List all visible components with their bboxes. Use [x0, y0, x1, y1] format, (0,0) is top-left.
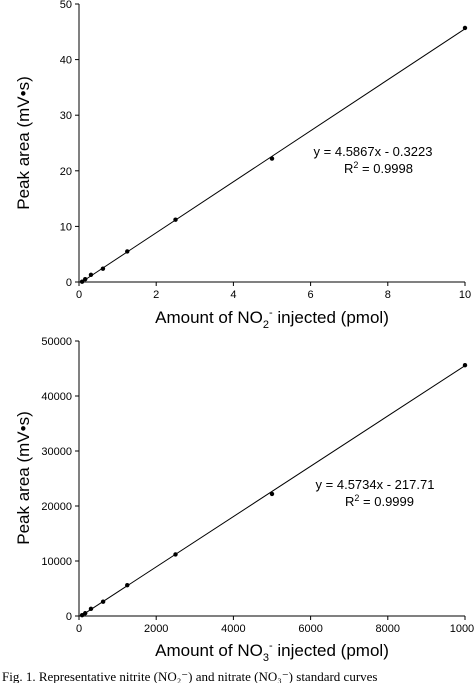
y-axis-label: Peak area (mV•s)	[14, 76, 33, 210]
regression-equation: y = 4.5734x - 217.71	[316, 477, 435, 492]
r-squared-r: R	[344, 161, 353, 176]
data-point	[82, 277, 88, 282]
regression-equation: y = 4.5867x - 0.3223	[314, 144, 433, 159]
x-axis-label-sup: -	[269, 307, 273, 319]
x-tick-label: 10000	[450, 623, 474, 635]
regression-line	[81, 365, 466, 616]
r-squared-value: = 0.9999	[359, 494, 414, 509]
x-tick-label: 0	[76, 623, 82, 635]
data-point	[100, 266, 106, 271]
x-axis-label-rest: injected (pmol)	[273, 308, 389, 327]
x-tick-label: 2000	[144, 623, 168, 635]
x-tick-label: 4	[230, 289, 236, 301]
data-point	[100, 599, 106, 604]
data-points	[79, 363, 468, 618]
x-tick-label: 10	[459, 289, 471, 301]
y-tick-label: 50000	[41, 336, 72, 348]
x-axis-label-sub: 3	[263, 652, 269, 664]
x-tick-label: 0	[76, 289, 82, 301]
x-tick-group: 0 2 4 6 8 10	[76, 282, 471, 301]
x-axis-label: Amount of NO3- injected (pmol)	[155, 640, 389, 664]
data-point	[82, 611, 88, 616]
data-point	[462, 25, 468, 31]
nitrate-standard-curve: 0 2000 4000 6000 8000 10000 0 10000 20000 30000 4…	[14, 336, 474, 664]
x-axis-label-main: Amount of NO	[155, 641, 263, 660]
x-axis-label: Amount of NO2- injected (pmol)	[155, 307, 389, 331]
x-tick-label: 6000	[298, 623, 322, 635]
data-point	[269, 156, 275, 161]
data-points	[79, 25, 468, 284]
x-axis-label-sup: -	[269, 640, 273, 652]
y-tick-label: 50	[60, 0, 72, 11]
x-axis-label-main: Amount of NO	[155, 308, 263, 327]
data-point	[269, 491, 275, 497]
y-tick-group: 0 10000 20000 30000 40000 50000	[41, 336, 79, 623]
x-tick-label: 2	[153, 289, 159, 301]
x-axis-label-rest: injected (pmol)	[273, 641, 389, 660]
regression-line	[81, 28, 466, 283]
r-squared-value: = 0.9998	[358, 161, 413, 176]
data-point	[462, 363, 468, 368]
y-tick-label: 0	[66, 277, 72, 289]
x-tick-label: 4000	[221, 623, 245, 635]
nitrite-standard-curve: 0 2 4 6 8 10 0 10 20 30 40 50 Peak area (mV•s) Amo…	[14, 0, 471, 331]
x-axis-label-sub: 2	[263, 319, 269, 331]
y-tick-label: 30000	[41, 446, 72, 458]
figure-caption: Fig. 1. Representative nitrite (NO₂⁻) an…	[2, 669, 377, 683]
y-tick-label: 10000	[41, 556, 72, 568]
x-tick-label: 6	[308, 289, 314, 301]
data-point	[88, 606, 94, 612]
y-tick-label: 0	[66, 611, 72, 623]
data-point	[125, 583, 130, 588]
x-tick-label: 8	[385, 289, 391, 301]
r-squared-label: R2 = 0.9998	[344, 160, 413, 176]
y-tick-label: 20	[60, 166, 72, 178]
r-squared-exp: 2	[354, 493, 359, 503]
r-squared-label: R2 = 0.9999	[345, 493, 414, 509]
r-squared-exp: 2	[353, 160, 358, 170]
data-point	[125, 249, 130, 254]
y-tick-label: 40	[60, 55, 72, 67]
r-squared-r: R	[345, 494, 354, 509]
y-axis-label: Peak area (mV•s)	[14, 411, 33, 545]
x-tick-group: 0 2000 4000 6000 8000 10000	[76, 616, 474, 635]
y-tick-group: 0 10 20 30 40 50	[60, 0, 79, 289]
x-tick-label: 8000	[376, 623, 400, 635]
y-tick-label: 20000	[41, 501, 72, 513]
data-point	[88, 272, 94, 277]
data-point	[79, 279, 85, 284]
data-point	[173, 552, 178, 557]
y-tick-label: 40000	[41, 391, 72, 403]
y-tick-label: 30	[60, 110, 72, 122]
data-point	[173, 217, 178, 222]
y-tick-label: 10	[60, 221, 72, 233]
